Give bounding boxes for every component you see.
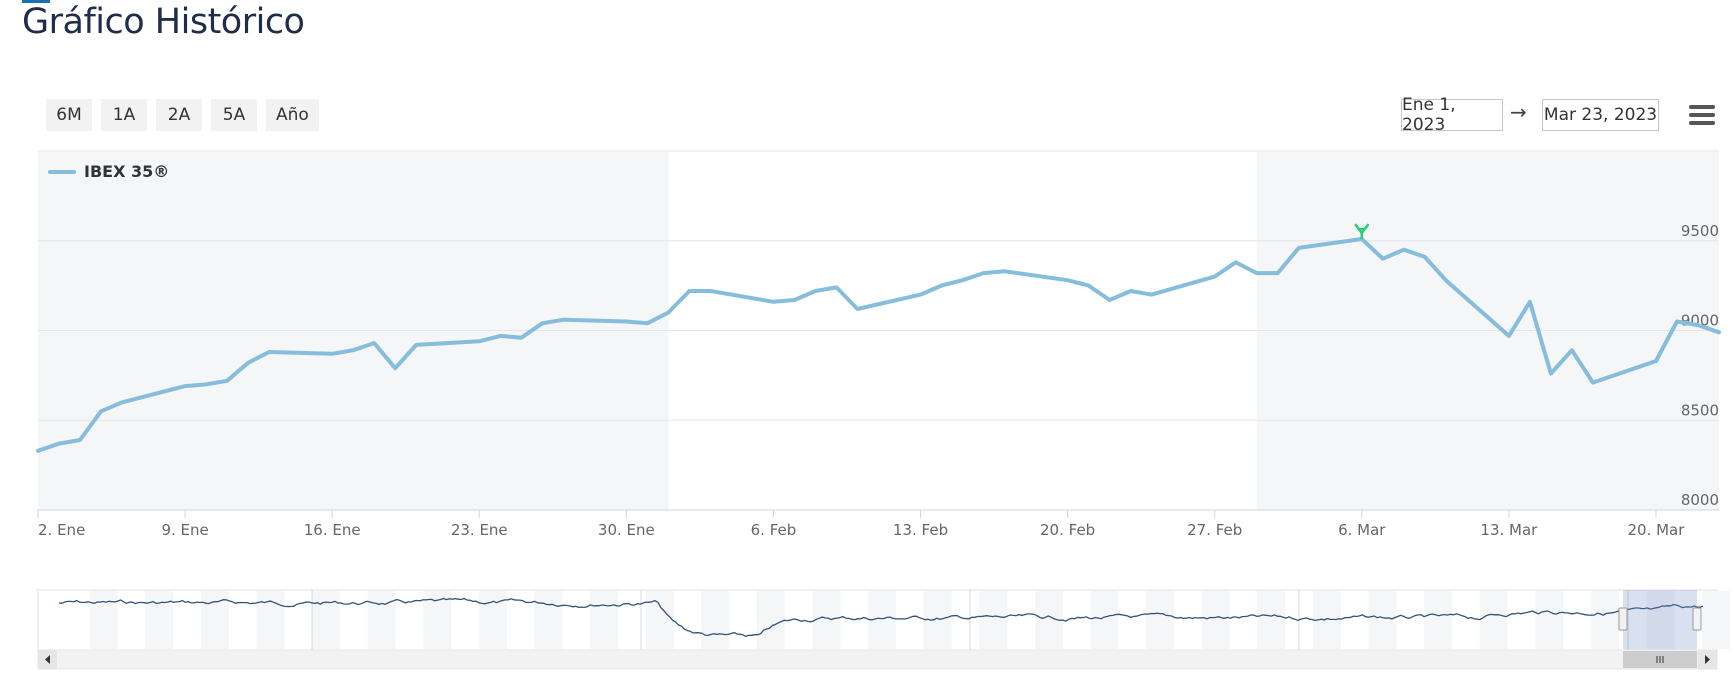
navigator-week-band <box>1702 591 1730 649</box>
page-title: Gráfico Histórico <box>22 2 305 42</box>
range-button-2a[interactable]: 2A <box>156 99 202 131</box>
navigator-week-band <box>367 591 396 649</box>
range-button-ytd[interactable]: Año <box>266 99 319 131</box>
x-tick-label: 23. Ene <box>451 521 508 539</box>
y-tick-label: 8000 <box>1681 491 1719 509</box>
title-accent-bar <box>22 0 50 3</box>
y-tick-label: 8500 <box>1681 401 1719 419</box>
y-tick-label: 9500 <box>1681 222 1719 240</box>
navigator-week-band <box>1479 591 1508 649</box>
date-to-input[interactable]: Mar 23, 2023 <box>1542 99 1659 131</box>
navigator-week-band <box>201 591 229 649</box>
navigator-week-band <box>590 591 618 649</box>
legend-label: IBEX 35® <box>84 162 170 181</box>
navigator-selection[interactable] <box>1623 590 1697 650</box>
navigator-week-band <box>1591 591 1619 649</box>
x-tick-label: 6. Feb <box>751 521 797 539</box>
navigator-week-band <box>312 591 340 649</box>
navigator-week-band <box>1090 591 1119 649</box>
scrollbar-left-arrow-icon[interactable] <box>45 655 50 664</box>
scrollbar-right-arrow-icon[interactable] <box>1705 655 1710 664</box>
range-button-6m[interactable]: 6M <box>46 99 92 131</box>
navigator-week-band <box>701 591 730 649</box>
chart-legend[interactable]: IBEX 35® <box>48 162 169 181</box>
navigator-week-band <box>757 591 785 649</box>
navigator-week-band <box>479 591 507 649</box>
navigator-week-band <box>1368 591 1397 649</box>
navigator-series-line <box>58 597 1704 638</box>
date-from-input[interactable]: Ene 1, 2023 <box>1401 95 1503 135</box>
navigator-week-band <box>1201 591 1230 649</box>
navigator-week-band <box>1146 591 1174 649</box>
navigator-handle-right[interactable] <box>1692 607 1702 631</box>
date-range-arrow: → <box>1510 100 1527 124</box>
x-tick-label: 16. Ene <box>304 521 361 539</box>
navigator-week-band <box>1257 591 1286 649</box>
x-tick-label: 13. Feb <box>893 521 948 539</box>
navigator-week-band <box>256 591 285 649</box>
x-tick-label: 27. Feb <box>1187 521 1242 539</box>
legend-swatch <box>48 169 76 174</box>
navigator-week-band <box>1646 591 1675 649</box>
flag-marker-icon <box>1354 223 1370 240</box>
navigator-week-band <box>534 591 563 649</box>
navigator-scrollbar-track[interactable] <box>37 649 1718 670</box>
navigator-week-band <box>1424 591 1452 649</box>
hamburger-menu-icon[interactable] <box>1689 105 1715 127</box>
navigator-week-band <box>145 591 174 649</box>
x-tick-label: 30. Ene <box>598 521 655 539</box>
navigator-week-band <box>979 591 1008 649</box>
x-tick-label: 9. Ene <box>161 521 208 539</box>
x-tick-label: 20. Mar <box>1627 521 1685 539</box>
x-tick-label: 20. Feb <box>1040 521 1095 539</box>
navigator-week-band <box>923 591 952 649</box>
series-line-ibex35 <box>36 237 1721 453</box>
range-button-1a[interactable]: 1A <box>101 99 147 131</box>
x-tick-label: 13. Mar <box>1480 521 1538 539</box>
navigator-handle-left[interactable] <box>1618 607 1628 631</box>
navigator-week-band <box>645 591 674 649</box>
range-selector: 6M 1A 2A 5A Año <box>46 99 319 131</box>
x-tick-label: 2. Ene <box>38 521 85 539</box>
navigator-week-band <box>89 591 118 649</box>
x-tick-label: 6. Mar <box>1338 521 1386 539</box>
range-button-5a[interactable]: 5A <box>211 99 257 131</box>
navigator-week-band <box>1535 591 1564 649</box>
navigator-week-band <box>812 591 841 649</box>
